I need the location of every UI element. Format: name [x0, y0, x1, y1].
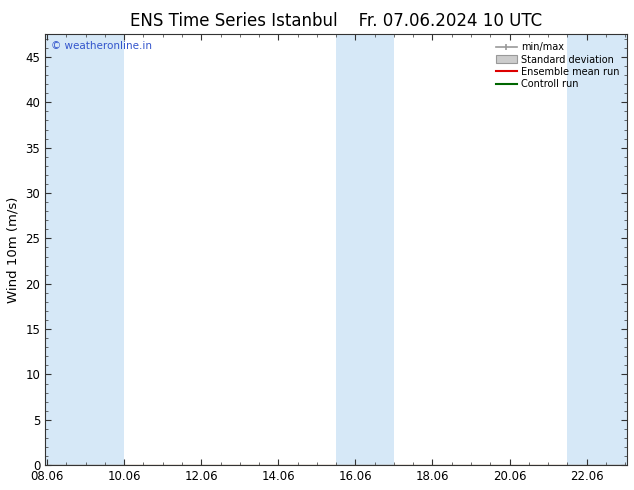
Y-axis label: Wind 10m (m/s): Wind 10m (m/s): [7, 196, 20, 303]
Bar: [567, 34, 627, 465]
Bar: [336, 34, 394, 465]
Text: © weatheronline.in: © weatheronline.in: [51, 41, 152, 51]
Legend: min/max, Standard deviation, Ensemble mean run, Controll run: min/max, Standard deviation, Ensemble me…: [491, 38, 623, 93]
Bar: [45, 34, 124, 465]
Title: ENS Time Series Istanbul    Fr. 07.06.2024 10 UTC: ENS Time Series Istanbul Fr. 07.06.2024 …: [130, 12, 542, 30]
